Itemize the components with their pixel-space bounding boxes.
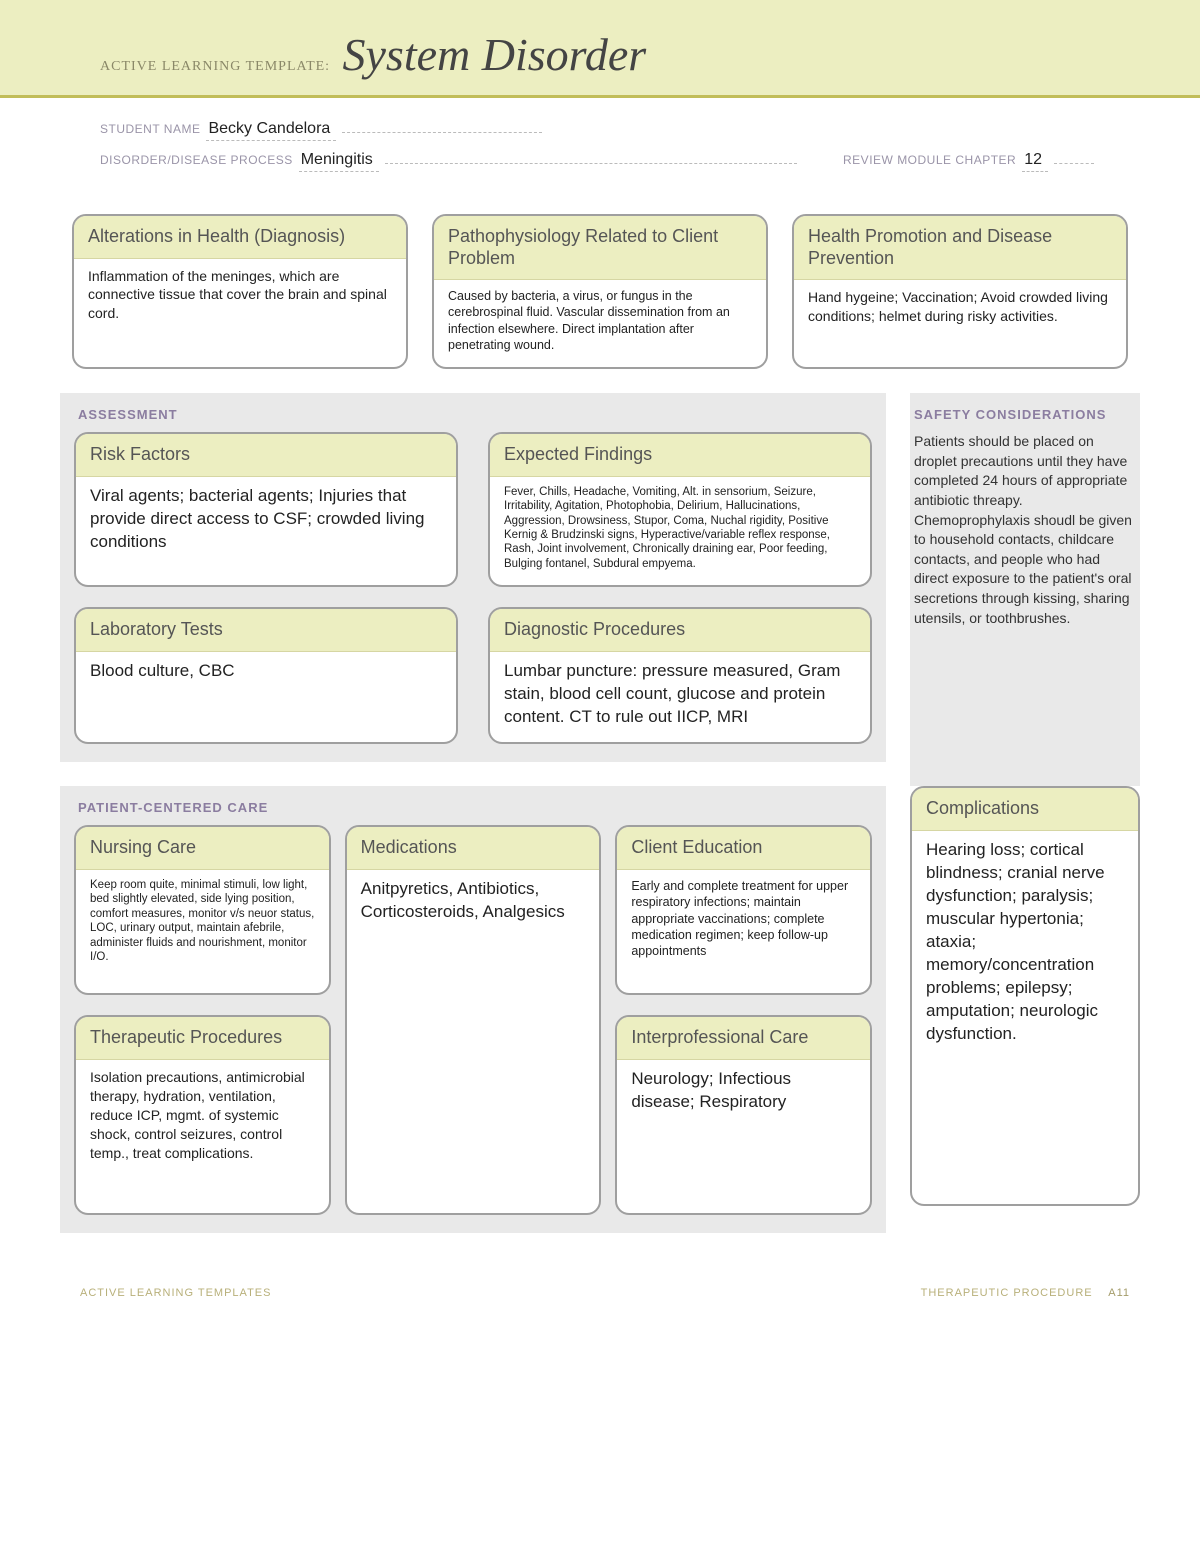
fill-line: [342, 121, 542, 133]
footer-right: THERAPEUTIC PROCEDURE A11: [921, 1287, 1130, 1299]
pcc-complications-row: PATIENT-CENTERED CARE Nursing Care Keep …: [60, 786, 1140, 1257]
fill-line: [385, 152, 797, 164]
banner-prefix: ACTIVE LEARNING TEMPLATE:: [100, 59, 330, 75]
alterations-card: Alterations in Health (Diagnosis) Inflam…: [72, 214, 408, 369]
banner-title: System Disorder: [343, 28, 647, 81]
pcc-section: PATIENT-CENTERED CARE Nursing Care Keep …: [60, 786, 886, 1233]
patho-card: Pathophysiology Related to Client Proble…: [432, 214, 768, 369]
patho-body: Caused by bacteria, a virus, or fungus i…: [434, 280, 766, 367]
findings-title: Expected Findings: [490, 434, 870, 477]
labs-title: Laboratory Tests: [76, 609, 456, 652]
meds-title: Medications: [347, 827, 600, 870]
therapeutic-card: Therapeutic Procedures Isolation precaut…: [74, 1015, 331, 1215]
meta-block: STUDENT NAME Becky Candelora DISORDER/DI…: [0, 98, 1200, 194]
footer-left: ACTIVE LEARNING TEMPLATES: [80, 1287, 271, 1299]
interprof-card: Interprofessional Care Neurology; Infect…: [615, 1015, 872, 1215]
meds-body: Anitpyretics, Antibiotics, Corticosteroi…: [347, 870, 600, 1213]
labs-card: Laboratory Tests Blood culture, CBC: [74, 607, 458, 744]
therapeutic-body: Isolation precautions, antimicrobial the…: [76, 1060, 329, 1213]
education-body: Early and complete treatment for upper r…: [617, 870, 870, 993]
dx-title: Diagnostic Procedures: [490, 609, 870, 652]
assessment-safety-row: ASSESSMENT Risk Factors Viral agents; ba…: [60, 393, 1140, 786]
findings-body: Fever, Chills, Headache, Vomiting, Alt. …: [490, 477, 870, 585]
top-cards-row: Alterations in Health (Diagnosis) Inflam…: [60, 214, 1140, 369]
nursing-title: Nursing Care: [76, 827, 329, 870]
complications-card: Complications Hearing loss; cortical bli…: [910, 786, 1140, 1206]
complications-body: Hearing loss; cortical blindness; crania…: [912, 831, 1138, 1204]
assessment-grid: Risk Factors Viral agents; bacterial age…: [74, 432, 872, 744]
healthpromo-card: Health Promotion and Disease Prevention …: [792, 214, 1128, 369]
interprof-title: Interprofessional Care: [617, 1017, 870, 1060]
safety-section: SAFETY CONSIDERATIONS Patients should be…: [910, 393, 1140, 786]
disorder-value: Meningitis: [299, 151, 379, 172]
findings-card: Expected Findings Fever, Chills, Headach…: [488, 432, 872, 587]
safety-body: Patients should be placed on droplet pre…: [910, 432, 1140, 628]
healthpromo-body: Hand hygeine; Vaccination; Avoid crowded…: [794, 280, 1126, 367]
risk-card: Risk Factors Viral agents; bacterial age…: [74, 432, 458, 587]
dx-body: Lumbar puncture: pressure measured, Gram…: [490, 652, 870, 743]
labs-body: Blood culture, CBC: [76, 652, 456, 743]
student-name-value: Becky Candelora: [206, 120, 336, 141]
interprof-body: Neurology; Infectious disease; Respirato…: [617, 1060, 870, 1213]
nursing-body: Keep room quite, minimal stimuli, low li…: [76, 870, 329, 993]
dx-card: Diagnostic Procedures Lumbar puncture: p…: [488, 607, 872, 744]
risk-title: Risk Factors: [76, 434, 456, 477]
assessment-label: ASSESSMENT: [78, 407, 872, 422]
footer-right-text: THERAPEUTIC PROCEDURE: [921, 1287, 1093, 1299]
education-card: Client Education Early and complete trea…: [615, 825, 872, 995]
student-name-row: STUDENT NAME Becky Candelora: [100, 120, 1100, 141]
complications-col: Complications Hearing loss; cortical bli…: [910, 786, 1140, 1257]
fill-line: [1054, 152, 1094, 164]
header-banner: ACTIVE LEARNING TEMPLATE: System Disorde…: [0, 0, 1200, 98]
pcc-label: PATIENT-CENTERED CARE: [78, 800, 872, 815]
assessment-section: ASSESSMENT Risk Factors Viral agents; ba…: [60, 393, 886, 762]
meds-card: Medications Anitpyretics, Antibiotics, C…: [345, 825, 602, 1215]
disorder-label: DISORDER/DISEASE PROCESS: [100, 153, 293, 167]
footer-code: A11: [1108, 1287, 1130, 1299]
risk-body: Viral agents; bacterial agents; Injuries…: [76, 477, 456, 585]
nursing-card: Nursing Care Keep room quite, minimal st…: [74, 825, 331, 995]
education-title: Client Education: [617, 827, 870, 870]
alterations-title: Alterations in Health (Diagnosis): [74, 216, 406, 259]
page: ACTIVE LEARNING TEMPLATE: System Disorde…: [0, 0, 1200, 1553]
patho-title: Pathophysiology Related to Client Proble…: [434, 216, 766, 280]
safety-label: SAFETY CONSIDERATIONS: [914, 407, 1140, 422]
chapter-value: 12: [1022, 151, 1048, 172]
disorder-chapter-row: DISORDER/DISEASE PROCESS Meningitis REVI…: [100, 151, 1100, 172]
page-footer: ACTIVE LEARNING TEMPLATES THERAPEUTIC PR…: [0, 1257, 1200, 1319]
pcc-grid: Nursing Care Keep room quite, minimal st…: [74, 825, 872, 1215]
content: Alterations in Health (Diagnosis) Inflam…: [0, 194, 1200, 1257]
chapter-label: REVIEW MODULE CHAPTER: [843, 153, 1016, 167]
student-name-label: STUDENT NAME: [100, 122, 200, 136]
healthpromo-title: Health Promotion and Disease Prevention: [794, 216, 1126, 280]
complications-title: Complications: [912, 788, 1138, 831]
therapeutic-title: Therapeutic Procedures: [76, 1017, 329, 1060]
alterations-body: Inflammation of the meninges, which are …: [74, 259, 406, 368]
